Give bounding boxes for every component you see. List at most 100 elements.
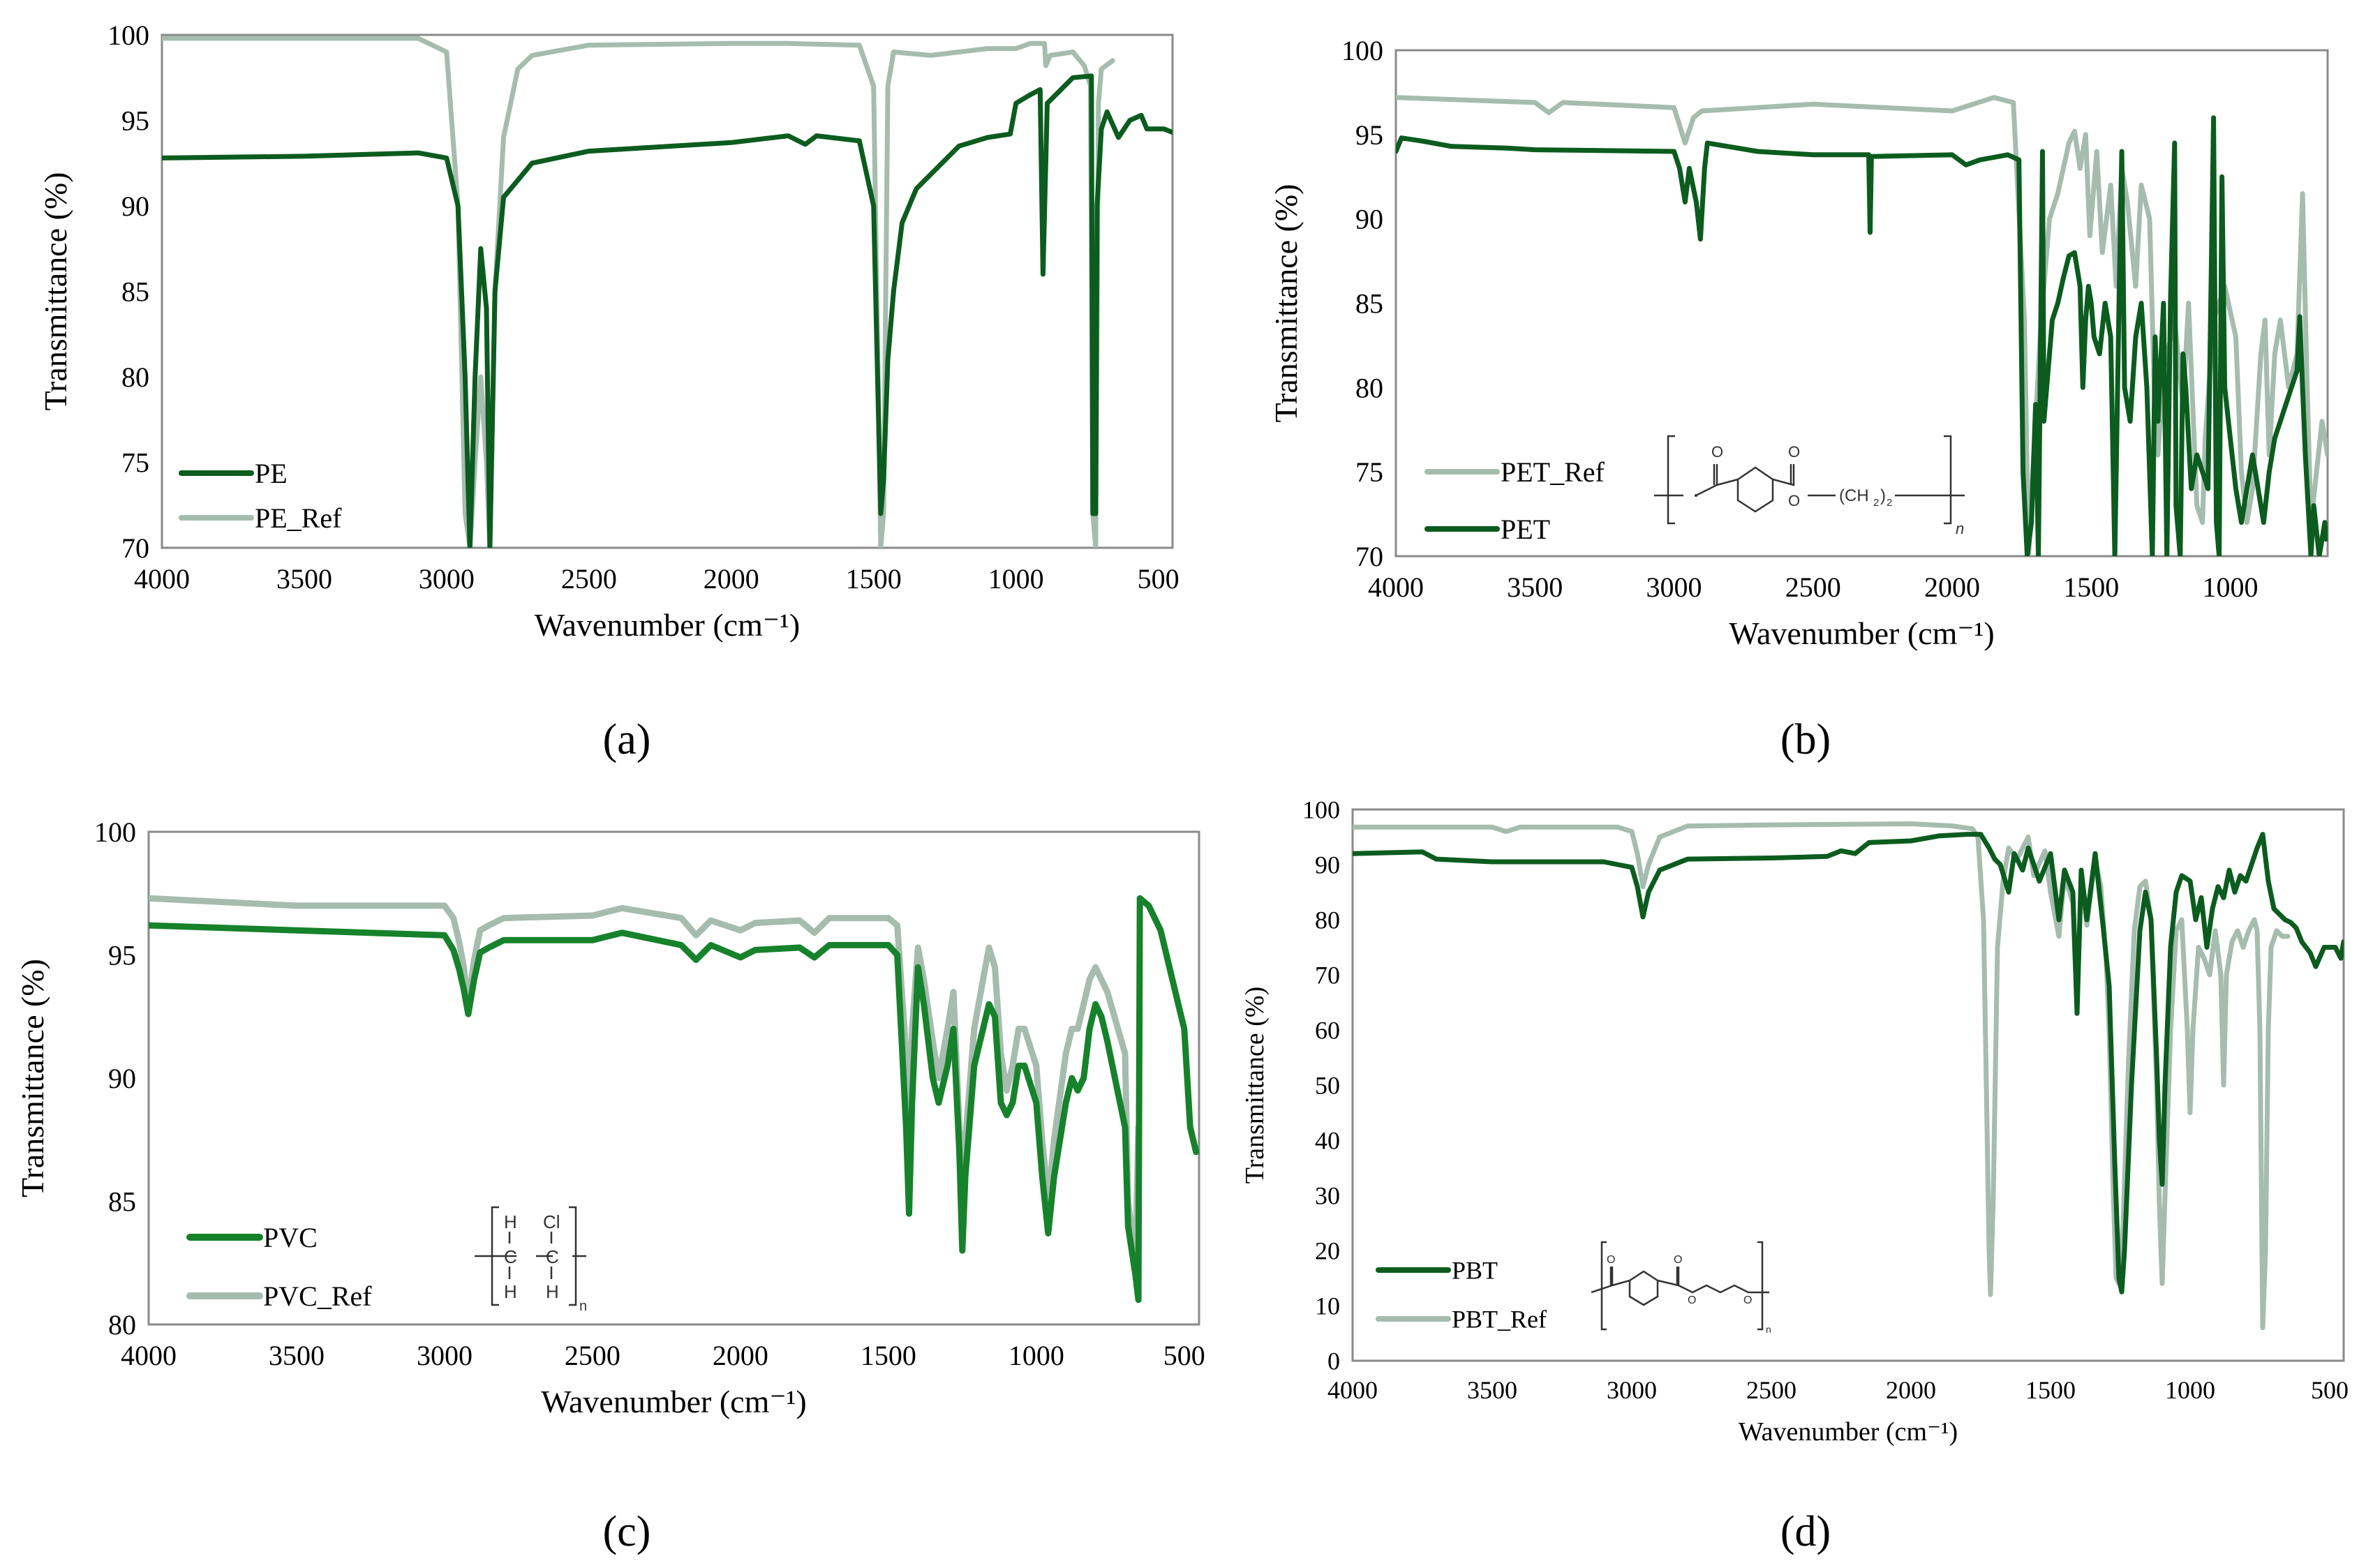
series-line-pet	[1396, 115, 2328, 556]
chart-panel-a: 4000 3500 3000 2500 2000 1500 1000 500 70 75 80 85 9…	[38, 20, 1180, 763]
x-tick-label: 2000	[713, 1340, 768, 1371]
x-tick-label: 1500	[2025, 1376, 2076, 1404]
legend-label: PE	[255, 458, 288, 489]
x-axis-title: Wavenumber (cm⁻¹)	[535, 607, 801, 643]
y-tick-label: 40	[1315, 1127, 1340, 1155]
y-tick-label: 100	[1341, 35, 1383, 66]
y-tick-label: 10	[1315, 1292, 1340, 1320]
y-tick-label: 70	[121, 532, 149, 564]
x-tick-label: 2000	[704, 563, 759, 595]
y-tick-label: 100	[94, 816, 136, 848]
x-tick-label: 4000	[121, 1340, 177, 1371]
legend-label: PET	[1501, 514, 1550, 545]
svg-text:(CH: (CH	[1839, 486, 1869, 505]
svg-text:2: 2	[1887, 497, 1892, 509]
y-tick-label: 75	[121, 447, 149, 479]
y-tick-label: 60	[1315, 1017, 1340, 1045]
x-tick-label: 4000	[134, 563, 190, 595]
series-line-pbt	[1353, 832, 2344, 1294]
x-tick-label: 500	[2311, 1376, 2349, 1404]
y-tick-label: 90	[121, 191, 149, 222]
x-tick-label: 500	[1138, 563, 1180, 595]
y-tick-label: 100	[1302, 796, 1340, 824]
x-tick-label: 4000	[1327, 1376, 1378, 1404]
series-line-pvc_ref	[149, 895, 1142, 1267]
svg-text:C: C	[504, 1246, 517, 1267]
svg-text:2: 2	[1873, 497, 1879, 509]
svg-text:O: O	[1711, 443, 1723, 461]
legend-label: PE_Ref	[255, 502, 342, 534]
y-tick-label: 95	[108, 940, 136, 971]
y-axis-title: Transmittance (%)	[1268, 184, 1304, 423]
series-group	[1396, 95, 2328, 556]
svg-text:): )	[1880, 486, 1886, 505]
series-line-pe	[162, 73, 1173, 548]
x-tick-label: 2500	[1785, 572, 1841, 603]
x-tick-label: 1000	[2165, 1376, 2215, 1404]
pbt-structure-icon: O O O O n	[1591, 1241, 1771, 1335]
x-tick-label: 3500	[269, 1340, 325, 1371]
y-tick-label: 75	[1355, 456, 1383, 488]
svg-text:O: O	[1688, 1294, 1696, 1306]
y-tick-label: 70	[1315, 962, 1340, 990]
svg-text:n: n	[1956, 520, 1964, 537]
svg-text:H: H	[504, 1281, 517, 1302]
svg-text:H: H	[546, 1281, 559, 1302]
chart-panel-d: 4000 3500 3000 2500 2000 1500 1000 500 0 10 20 30 40…	[1240, 796, 2349, 1555]
svg-text:n: n	[579, 1299, 587, 1314]
y-tick-label: 95	[121, 105, 149, 137]
y-tick-label: 80	[1315, 906, 1340, 934]
svg-text:C: C	[546, 1246, 559, 1267]
panel-label: (a)	[603, 716, 651, 763]
x-tick-label: 1000	[1009, 1340, 1064, 1371]
y-tick-label: 90	[108, 1063, 136, 1094]
pvc-structure-icon: H C H Cl C H n	[475, 1206, 587, 1314]
y-axis-title: Transmittance (%)	[15, 959, 50, 1197]
y-tick-label: 85	[108, 1186, 136, 1218]
x-axis-title: Wavenumber (cm⁻¹)	[1729, 615, 1995, 651]
x-tick-label: 3500	[1507, 572, 1563, 603]
x-tick-label: 3000	[1646, 572, 1702, 603]
legend-label: PBT_Ref	[1452, 1306, 1547, 1334]
svg-text:O: O	[1788, 443, 1800, 461]
x-axis-title: Wavenumber (cm⁻¹)	[541, 1384, 807, 1419]
y-tick-label: 70	[1355, 541, 1383, 572]
legend-label: PBT	[1452, 1257, 1498, 1285]
x-tick-label: 3500	[276, 563, 332, 595]
y-tick-label: 80	[121, 361, 149, 393]
svg-text:O: O	[1607, 1254, 1615, 1266]
x-tick-label: 3000	[417, 1340, 473, 1371]
panel-label: (d)	[1780, 1508, 1831, 1555]
x-tick-label: 2000	[1886, 1376, 1936, 1404]
x-tick-label: 500	[1163, 1340, 1205, 1371]
y-tick-label: 0	[1327, 1347, 1340, 1375]
svg-text:n: n	[1766, 1324, 1771, 1335]
y-tick-label: 30	[1315, 1182, 1340, 1210]
series-line-pet_ref	[1396, 95, 2328, 556]
y-tick-label: 20	[1315, 1237, 1340, 1265]
y-tick-label: 95	[1355, 119, 1383, 151]
panel-label: (c)	[603, 1508, 651, 1555]
y-tick-label: 80	[1355, 372, 1383, 403]
series-group	[1353, 821, 2344, 1331]
y-tick-label: 85	[1355, 288, 1383, 320]
x-tick-label: 1500	[846, 563, 902, 595]
x-tick-label: 2500	[1746, 1376, 1796, 1404]
series-line-pvc	[149, 895, 1199, 1304]
x-tick-label: 1000	[2203, 572, 2259, 603]
plot-frame	[1351, 808, 2345, 1362]
y-axis-title: Transmittance (%)	[38, 172, 73, 411]
series-group	[162, 36, 1173, 548]
y-axis-title: Transmittance (%)	[1240, 987, 1270, 1184]
y-tick-label: 80	[108, 1309, 136, 1341]
x-tick-label: 4000	[1368, 572, 1424, 603]
y-tick-label: 90	[1315, 851, 1340, 879]
x-tick-label: 3000	[1607, 1376, 1657, 1404]
panel-label: (b)	[1780, 716, 1831, 763]
x-tick-label: 1500	[2063, 572, 2119, 603]
x-tick-label: 1500	[861, 1340, 916, 1371]
legend-label: PVC	[263, 1222, 318, 1253]
chart-panel-b: 4000 3500 3000 2500 2000 1500 1000 70 75 80 85 90 95…	[1268, 35, 2329, 763]
x-tick-label: 1000	[988, 563, 1044, 595]
